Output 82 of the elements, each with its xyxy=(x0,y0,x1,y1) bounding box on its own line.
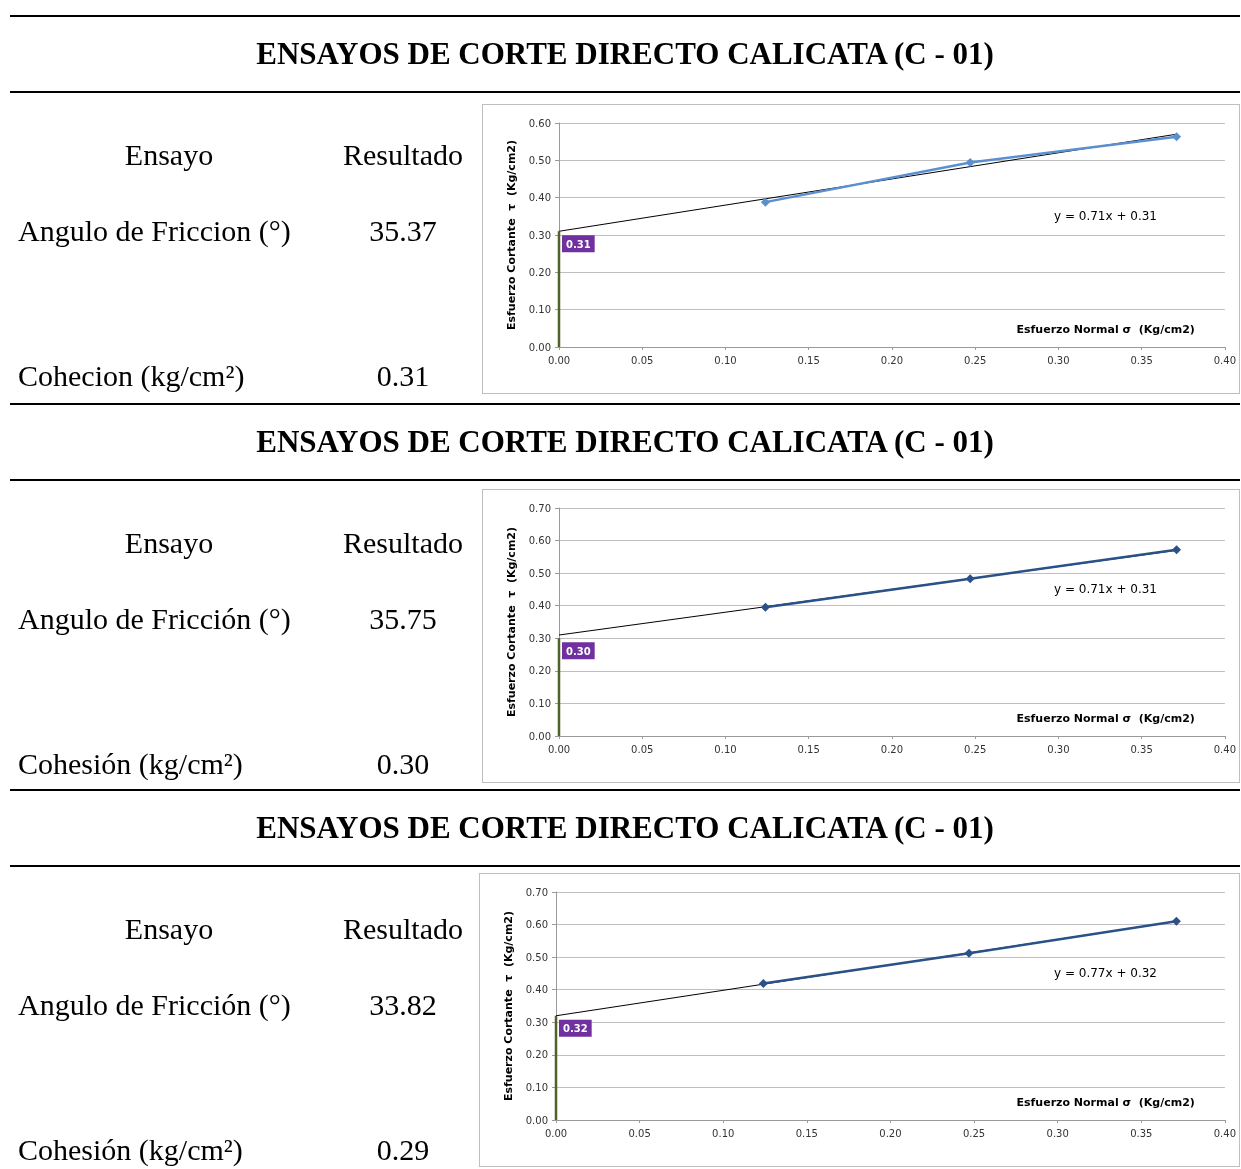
x-tick-label: 0.25 xyxy=(964,743,987,755)
y-tick-label: 0.10 xyxy=(528,697,551,709)
y-tick-label: 0.30 xyxy=(528,632,551,644)
x-axis-title: Esfuerzo Normal σ (Kg/cm2) xyxy=(1016,323,1195,336)
text: Resultado xyxy=(343,526,463,559)
y-tick-label: 0.40 xyxy=(528,192,551,204)
text: Cohecion (kg/cm²) xyxy=(18,359,245,392)
y-tick-label: 0.40 xyxy=(528,600,551,612)
annotation: y = 0.71x + 0.31 xyxy=(1053,209,1158,224)
x-tick-label: 0.30 xyxy=(1047,354,1070,366)
y-tick-label: 0.30 xyxy=(525,1016,548,1028)
x-tick-label: 0.05 xyxy=(628,1127,651,1139)
y-tick-label: 0.60 xyxy=(528,535,551,547)
y-tick-label: 0.50 xyxy=(528,154,551,166)
y-axis-title: Esfuerzo Cortante τ (Kg/cm2) xyxy=(505,526,518,718)
x-tick-label: 0.30 xyxy=(1047,743,1070,755)
x-tick-label: 0.05 xyxy=(631,743,654,755)
x-tick-label: 0.40 xyxy=(1213,1127,1236,1139)
x-tick-label: 0.35 xyxy=(1130,1127,1153,1139)
text: ENSAYOS DE CORTE DIRECTO CALICATA (C - 01) xyxy=(10,15,1240,93)
text: ENSAYOS DE CORTE DIRECTO CALICATA (C - 01) xyxy=(10,789,1240,867)
text: Ensayo xyxy=(124,138,214,171)
x-tick-label: 0.10 xyxy=(714,354,737,366)
x-tick-label: 0.00 xyxy=(547,354,571,366)
text: Resultado xyxy=(343,138,463,171)
x-tick-label: 0.35 xyxy=(1130,354,1153,366)
x-tick-label: 0.20 xyxy=(880,354,904,366)
x-tick-label: 0.40 xyxy=(1213,354,1236,366)
annotation: y = 0.77x + 0.32 xyxy=(1053,966,1158,981)
text: 35.37 xyxy=(369,214,437,247)
text: Cohesión (kg/cm²) xyxy=(18,1133,243,1166)
x-tick-label: 0.15 xyxy=(797,743,820,755)
text: 35.75 xyxy=(369,602,437,635)
x-tick-label: 0.20 xyxy=(879,1127,902,1139)
y-tick-label: 0.50 xyxy=(525,951,548,963)
x-tick-label: 0.40 xyxy=(1213,743,1236,755)
x-tick-label: 0.15 xyxy=(795,1127,818,1139)
data-label: 0.30 xyxy=(566,645,591,657)
text: Cohesión (kg/cm²) xyxy=(18,747,243,780)
x-tick-label: 0.00 xyxy=(547,743,571,755)
text: 33.82 xyxy=(369,988,437,1021)
x-tick-label: 0.35 xyxy=(1130,743,1153,755)
text: Angulo de Fricción (°) xyxy=(18,602,291,635)
y-tick-label: 0.10 xyxy=(525,1081,548,1093)
x-tick-label: 0.25 xyxy=(964,354,987,366)
y-tick-label: 0.60 xyxy=(528,117,551,129)
data-label: 0.32 xyxy=(563,1023,588,1035)
y-tick-label: 0.30 xyxy=(528,229,551,241)
y-tick-label: 0.00 xyxy=(525,1114,548,1126)
text: Angulo de Fricción (°) xyxy=(18,988,291,1021)
y-axis-title: Esfuerzo Cortante τ (Kg/cm2) xyxy=(505,139,518,331)
x-tick-label: 0.10 xyxy=(712,1127,735,1139)
data-label: 0.31 xyxy=(566,238,591,250)
y-tick-label: 0.00 xyxy=(528,341,551,353)
y-tick-label: 0.50 xyxy=(528,567,551,579)
y-tick-label: 0.20 xyxy=(528,665,551,677)
text: Angulo de Friccion (°) xyxy=(18,214,291,247)
y-tick-label: 0.00 xyxy=(528,730,551,742)
y-tick-label: 0.70 xyxy=(525,886,548,898)
x-tick-label: 0.15 xyxy=(797,354,820,366)
text: 0.29 xyxy=(376,1133,430,1166)
y-tick-label: 0.70 xyxy=(528,502,551,514)
x-tick-label: 0.05 xyxy=(631,354,654,366)
x-axis-title: Esfuerzo Normal σ (Kg/cm2) xyxy=(1016,712,1195,725)
x-tick-label: 0.00 xyxy=(544,1127,568,1139)
annotation: y = 0.71x + 0.31 xyxy=(1053,582,1158,597)
text: Ensayo xyxy=(124,526,214,559)
text: 0.31 xyxy=(376,359,430,392)
text: ENSAYOS DE CORTE DIRECTO CALICATA (C - 01) xyxy=(10,403,1240,481)
x-tick-label: 0.20 xyxy=(880,743,904,755)
y-tick-label: 0.10 xyxy=(528,304,551,316)
x-tick-label: 0.10 xyxy=(714,743,737,755)
y-tick-label: 0.20 xyxy=(528,266,551,278)
y-tick-label: 0.20 xyxy=(525,1049,548,1061)
text: Ensayo xyxy=(124,912,214,945)
x-tick-label: 0.25 xyxy=(962,1127,986,1139)
y-tick-label: 0.40 xyxy=(525,984,548,996)
x-axis-title: Esfuerzo Normal σ (Kg/cm2) xyxy=(1016,1096,1195,1109)
x-tick-label: 0.30 xyxy=(1046,1127,1069,1139)
text: Resultado xyxy=(343,912,463,945)
y-tick-label: 0.60 xyxy=(525,919,548,931)
y-axis-title: Esfuerzo Cortante τ (Kg/cm2) xyxy=(502,910,515,1102)
